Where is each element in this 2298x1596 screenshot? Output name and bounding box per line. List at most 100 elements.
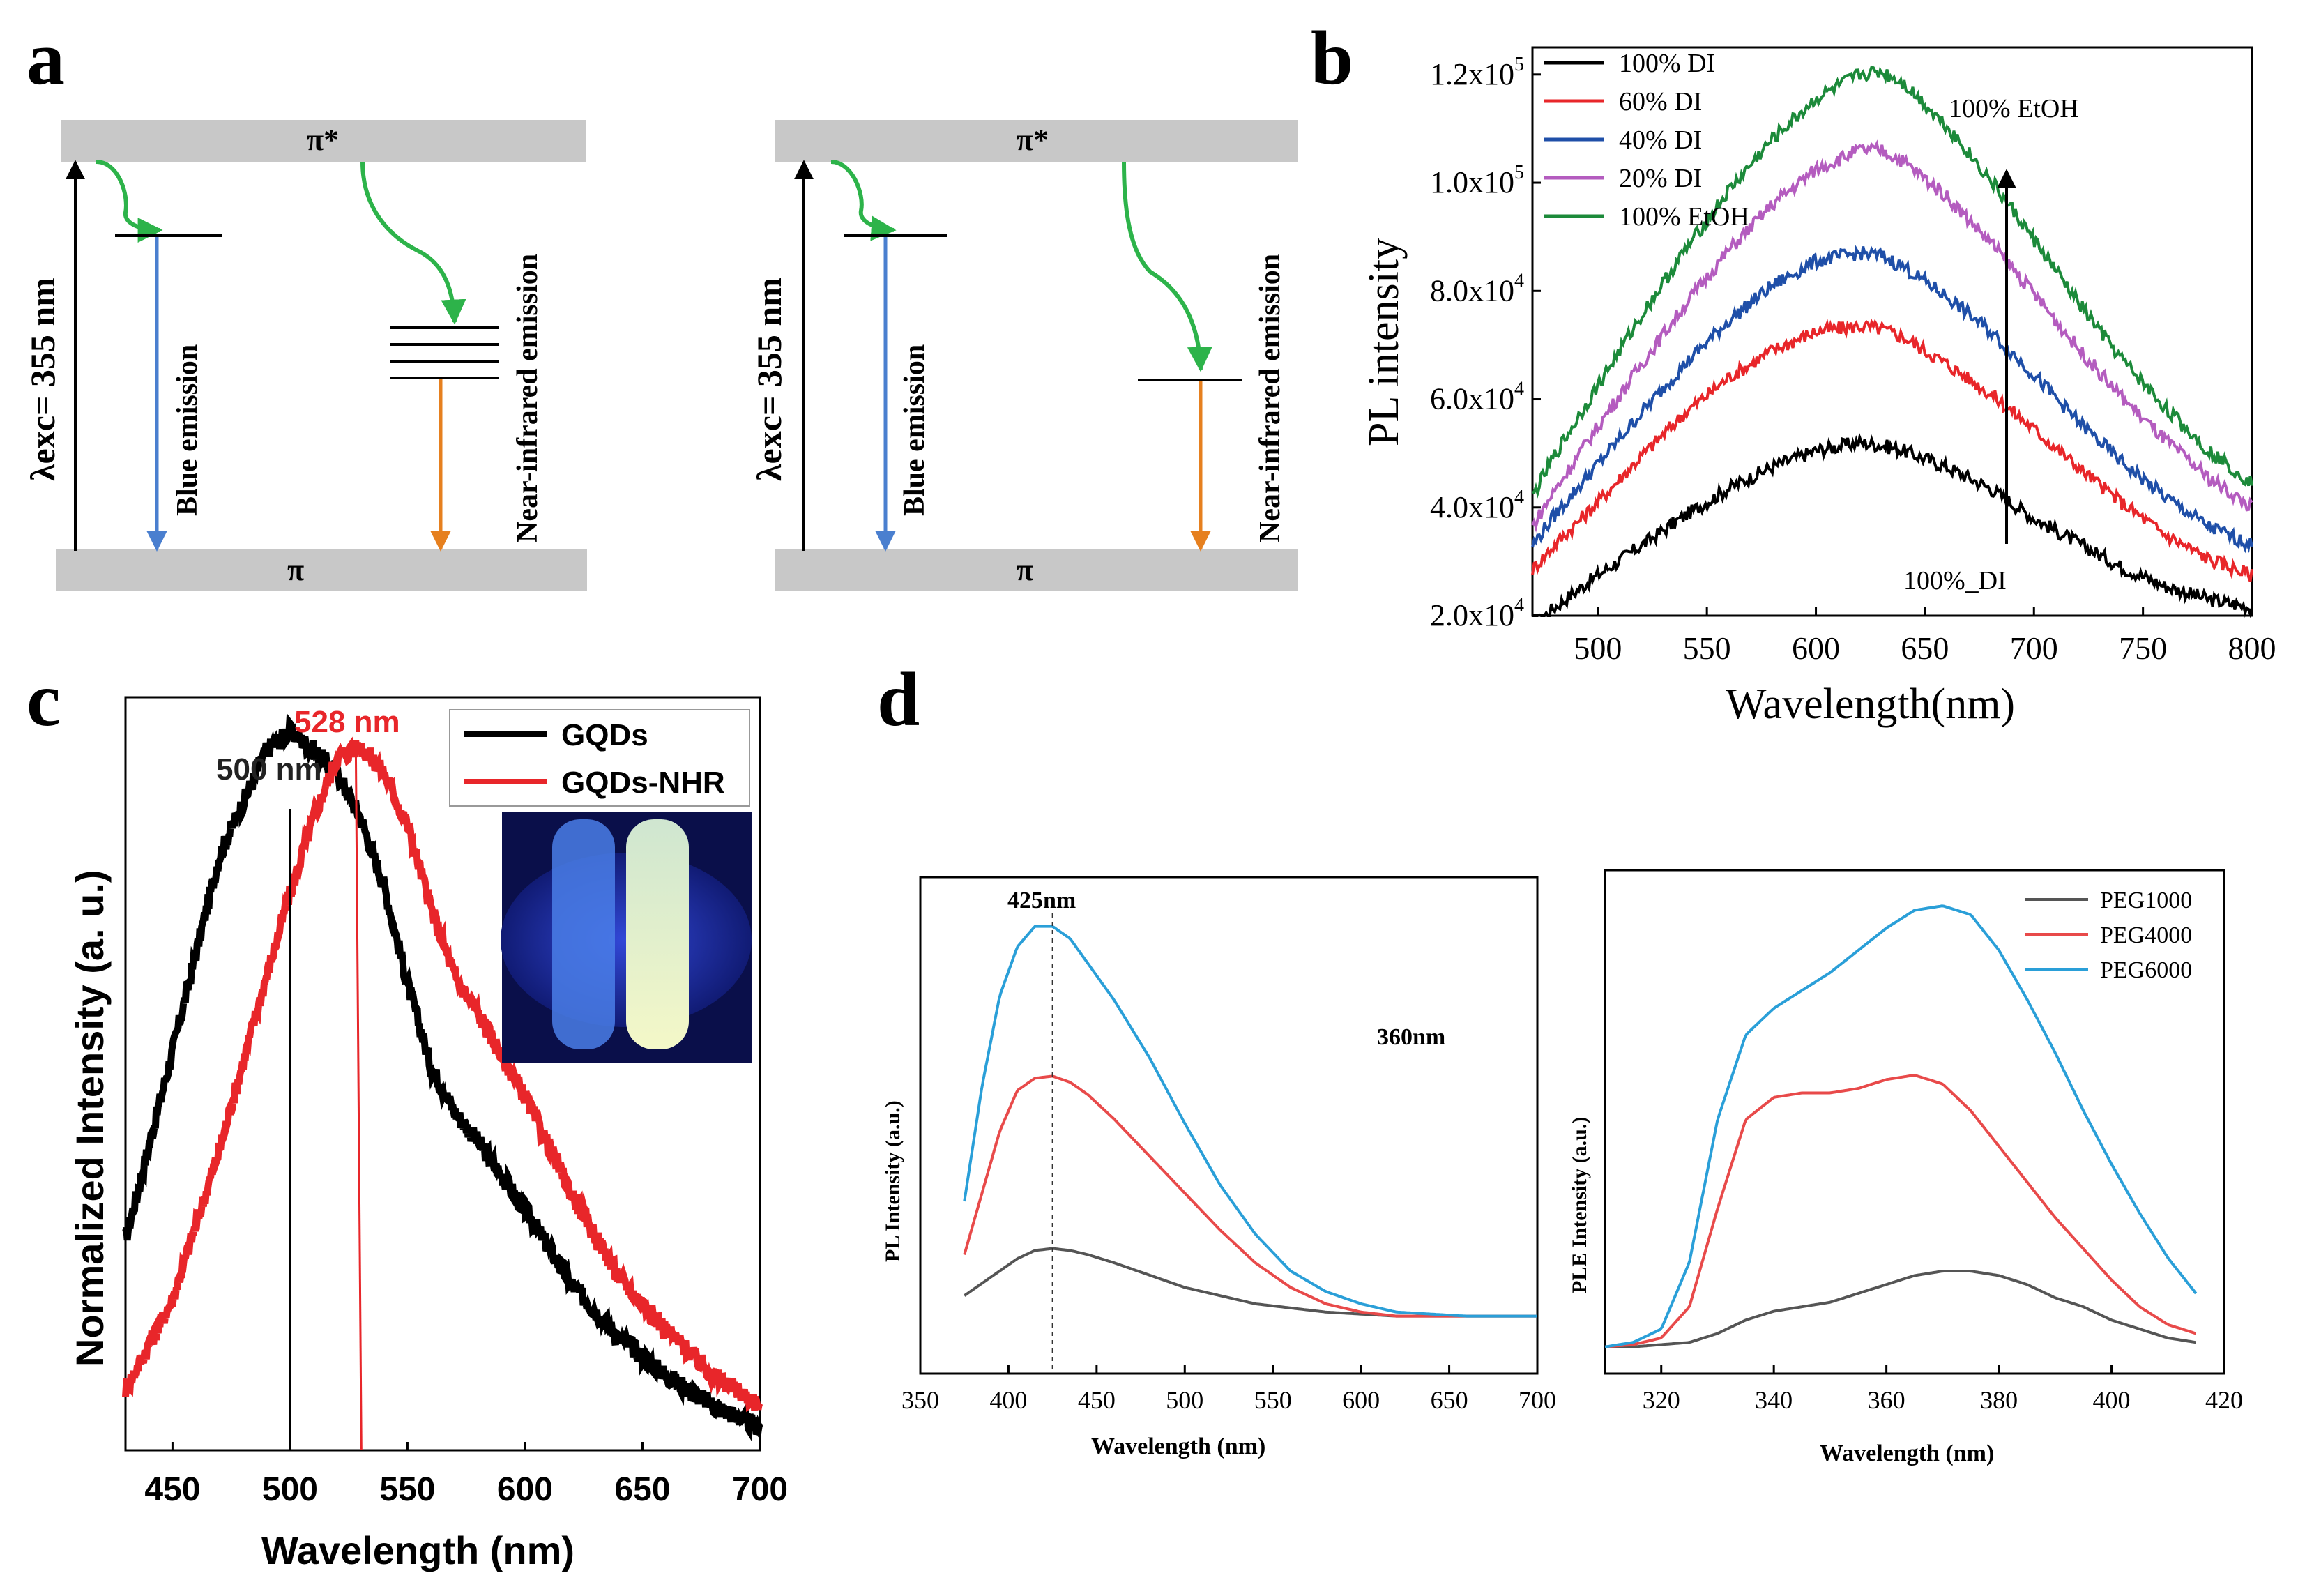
legend-label: PEG4000 bbox=[2100, 922, 2192, 948]
series-line-gqds bbox=[122, 713, 763, 1442]
series-line-20-di bbox=[1531, 139, 2253, 533]
series-line-40-di bbox=[1531, 245, 2253, 554]
panel-letter-b: b bbox=[1311, 15, 1353, 100]
peak-label-gqds-nhr: 528 nm bbox=[294, 705, 400, 739]
y-tick-label: 1.0x105 bbox=[1430, 162, 1524, 199]
series-line-100-etoh bbox=[1532, 65, 2253, 499]
pi-star-label: π* bbox=[307, 123, 339, 157]
x-axis-label: Wavelength(nm) bbox=[1726, 681, 2015, 728]
x-tick-label: 380 bbox=[1980, 1386, 2018, 1414]
chart-d-right: 320 340 360 380 400 420 PEG1000 PEG4000 PEG6000… bbox=[1568, 869, 2243, 1466]
plot-frame bbox=[919, 876, 1539, 1375]
series-line-peg1000 bbox=[1605, 1270, 2196, 1348]
panel-letter-a: a bbox=[26, 15, 65, 100]
pi-label: π bbox=[287, 553, 304, 587]
excitation-label: λexc= 355 nm bbox=[23, 278, 62, 481]
tube-gqds-nhr bbox=[626, 819, 689, 1049]
series-line-peg6000 bbox=[1604, 904, 2198, 1348]
x-tick-label: 450 bbox=[144, 1471, 200, 1508]
nir-emission-label: Near-infrared emission bbox=[1254, 254, 1286, 542]
x-tick-label: 650 bbox=[1431, 1386, 1468, 1414]
legend-label: 20% DI bbox=[1619, 164, 1702, 193]
y-axis-label: PL Intensity (a.u.) bbox=[881, 1100, 904, 1262]
annotation-bottom: 100%_DI bbox=[1903, 566, 2007, 595]
plot-frame bbox=[1604, 869, 2225, 1375]
legend-label: 100% EtOH bbox=[1619, 202, 1749, 231]
y-tick-label: 6.0x104 bbox=[1430, 379, 1524, 416]
x-axis-label: Wavelength (nm) bbox=[261, 1528, 574, 1572]
relaxation-arrow-blue bbox=[830, 160, 897, 241]
x-tick-label: 320 bbox=[1643, 1386, 1680, 1414]
legend-label: PEG1000 bbox=[2100, 888, 2192, 913]
series-line-peg6000 bbox=[963, 925, 1537, 1318]
y-tick-label: 2.0x104 bbox=[1430, 595, 1524, 632]
relaxation-arrow-nir bbox=[1122, 161, 1212, 372]
panel-letter-c: c bbox=[26, 657, 61, 742]
x-tick-label: 360 bbox=[1868, 1386, 1905, 1414]
legend-label: PEG6000 bbox=[2100, 957, 2192, 983]
x-tick-label: 700 bbox=[732, 1471, 788, 1508]
y-axis-label: PLE Intensity (a.u.) bbox=[1568, 1117, 1591, 1293]
x-tick-label: 550 bbox=[379, 1471, 435, 1508]
x-tick-label: 500 bbox=[262, 1471, 318, 1508]
x-tick-label: 600 bbox=[497, 1471, 553, 1508]
x-tick-label: 340 bbox=[1755, 1386, 1793, 1414]
legend-label: GQDs-NHR bbox=[561, 766, 725, 800]
pi-star-band bbox=[61, 120, 586, 162]
pi-star-band bbox=[775, 120, 1298, 162]
x-tick-label: 800 bbox=[2228, 630, 2276, 666]
x-tick-label: 350 bbox=[901, 1386, 939, 1414]
series-line-peg4000 bbox=[1604, 1073, 2197, 1348]
x-tick-label: 650 bbox=[614, 1471, 670, 1508]
x-tick-label: 600 bbox=[1792, 630, 1840, 666]
x-tick-label: 500 bbox=[1166, 1386, 1203, 1414]
inset-photo bbox=[501, 812, 752, 1063]
x-tick-label: 750 bbox=[2119, 630, 2167, 666]
panel-letter-d: d bbox=[877, 657, 920, 742]
chart-c: 450 500 550 600 650 700 500 nm 528 nm Normali… bbox=[68, 696, 788, 1572]
blue-emission-label: Blue emission bbox=[899, 344, 931, 516]
x-tick-label: 420 bbox=[2205, 1386, 2243, 1414]
x-tick-label: 700 bbox=[2010, 630, 2058, 666]
excitation-label: 360nm bbox=[1377, 1024, 1445, 1050]
legend-label: 40% DI bbox=[1619, 126, 1702, 155]
peak-label-gqds: 500 nm bbox=[216, 752, 322, 786]
x-tick-label: 650 bbox=[1901, 630, 1949, 666]
plot-frame bbox=[1531, 46, 2253, 617]
y-tick-label: 4.0x104 bbox=[1430, 487, 1524, 524]
y-axis-label: Normalized Intensity (a. u.) bbox=[68, 869, 112, 1367]
peak-line-gqds-nhr bbox=[354, 742, 363, 1451]
relaxation-arrow-nir bbox=[360, 161, 466, 325]
series-line-60-di bbox=[1531, 318, 2253, 582]
tube-gqds bbox=[552, 819, 615, 1049]
y-axis-label: PL intensity bbox=[1360, 238, 1408, 446]
annotation-top: 100% EtOH bbox=[1949, 94, 2079, 123]
y-tick-label: 1.2x105 bbox=[1430, 54, 1524, 91]
x-tick-label: 400 bbox=[2093, 1386, 2131, 1414]
legend-label: 100% DI bbox=[1619, 49, 1715, 78]
chart-b: 500 550 600 650 700 750 800 2.0x104 4.0x104 6.0x1… bbox=[1360, 46, 2276, 728]
legend-label: 60% DI bbox=[1619, 87, 1702, 116]
x-tick-label: 550 bbox=[1683, 630, 1731, 666]
series-line-gqds-nhr bbox=[122, 736, 763, 1413]
series-line-peg4000 bbox=[963, 1074, 1537, 1318]
peak-label: 425nm bbox=[1007, 888, 1076, 913]
panel-a-left-diagram: π* π λexc= 355 nm Blue emission Near-inf… bbox=[23, 120, 587, 591]
pi-band bbox=[775, 549, 1298, 591]
x-tick-label: 600 bbox=[1342, 1386, 1380, 1414]
x-tick-label: 450 bbox=[1078, 1386, 1116, 1414]
x-axis-label: Wavelength (nm) bbox=[1820, 1441, 1994, 1466]
excitation-label: λexc= 355 nm bbox=[749, 278, 789, 481]
x-tick-label: 500 bbox=[1574, 630, 1622, 666]
pi-star-label: π* bbox=[1017, 123, 1049, 157]
y-tick-label: 8.0x104 bbox=[1430, 270, 1524, 307]
pi-label: π bbox=[1017, 553, 1033, 587]
x-tick-label: 550 bbox=[1254, 1386, 1292, 1414]
chart-d-left: 350 400 450 500 550 600 650 700 425nm 360nm PL … bbox=[881, 876, 1556, 1459]
panel-a-right-diagram: π* π λexc= 355 nm Blue emission Near-inf… bbox=[749, 120, 1298, 591]
nir-emission-label: Near-infrared emission bbox=[512, 254, 544, 542]
x-axis-label: Wavelength (nm) bbox=[1091, 1434, 1265, 1459]
x-tick-label: 400 bbox=[989, 1386, 1027, 1414]
blue-emission-label: Blue emission bbox=[172, 344, 204, 516]
